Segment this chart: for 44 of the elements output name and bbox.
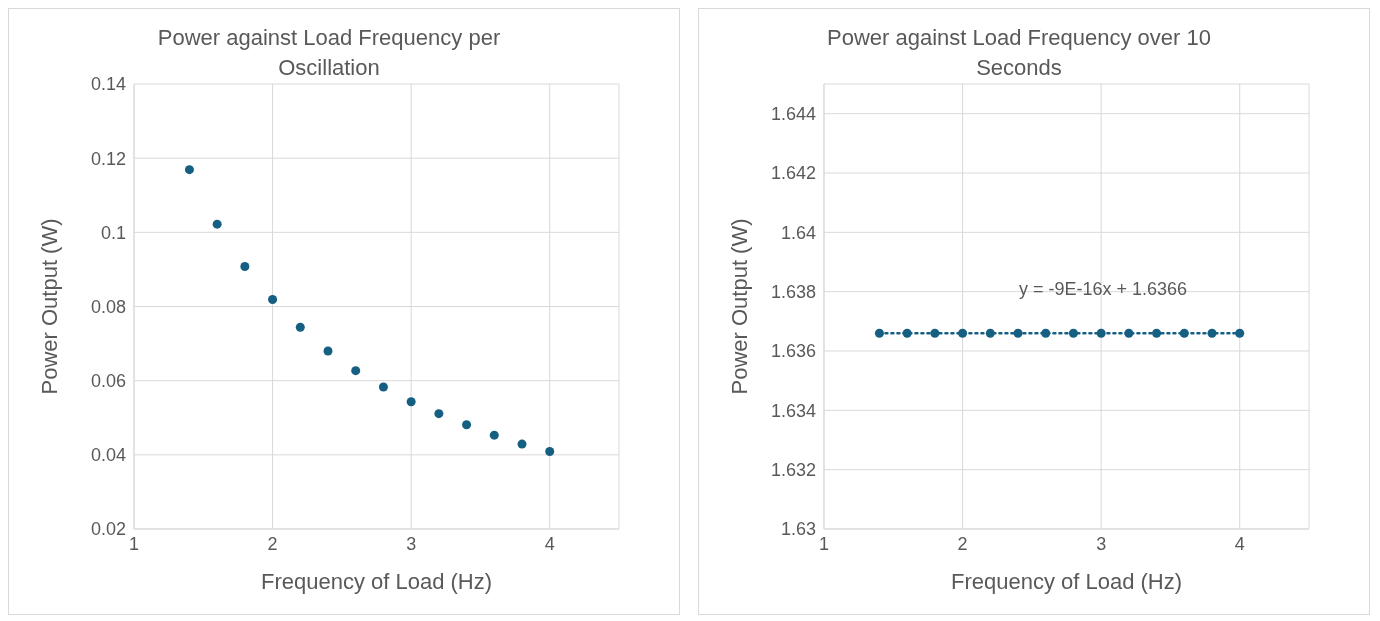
y-tick-label: 1.642 (770, 163, 816, 184)
point (545, 446, 555, 456)
x-tick-label: 1 (128, 533, 140, 554)
y-tick-label: 0.04 (90, 445, 126, 466)
point (489, 430, 499, 440)
x-tick-label: 3 (1096, 533, 1107, 554)
y-tick-label: 0.06 (90, 371, 126, 392)
x-tick-label: 2 (957, 533, 968, 554)
y-tick-label: 0.1 (100, 222, 126, 243)
point (434, 409, 444, 419)
y-tick-label: 1.636 (770, 341, 816, 362)
point (351, 366, 361, 376)
point (406, 397, 416, 407)
y-tick-label: 0.08 (90, 296, 126, 317)
x-axis-title: Frequency of Load (Hz) (260, 569, 493, 594)
point (184, 165, 194, 175)
y-axis-title: Power Output (W) (36, 218, 62, 395)
point (212, 219, 222, 229)
y-axis-title: Power Output (W) (726, 218, 752, 395)
y-tick-label: 1.644 (770, 104, 816, 125)
x-tick-label: 4 (544, 533, 555, 554)
chart-title: Power against Load Frequency per Oscillation (157, 25, 501, 80)
point (378, 382, 388, 392)
point (240, 261, 250, 271)
y-tick-label: 1.632 (770, 460, 816, 481)
y-tick-label: 0.02 (90, 519, 126, 540)
x-tick-label: 4 (1234, 533, 1245, 554)
point (462, 420, 472, 430)
chart-title: Power against Load Frequency over 10 Seconds (826, 24, 1212, 82)
y-tick-label: 1.638 (770, 282, 816, 303)
y-tick-label: 0.14 (90, 74, 126, 95)
point (323, 346, 333, 356)
y-tick-label: 0.12 (90, 148, 126, 169)
x-tick-label: 3 (406, 533, 417, 554)
x-tick-label: 1 (818, 533, 830, 554)
y-tick-label: 1.634 (770, 400, 816, 421)
y-tick-label: 1.63 (780, 519, 816, 540)
annotation: y = -9E-16x + 1.6366 (1019, 279, 1188, 300)
point (517, 439, 527, 449)
y-tick-label: 1.64 (780, 222, 816, 243)
point (295, 322, 305, 332)
x-tick-label: 2 (267, 533, 278, 554)
x-axis-title: Frequency of Load (Hz) (950, 569, 1183, 594)
point (268, 294, 278, 304)
